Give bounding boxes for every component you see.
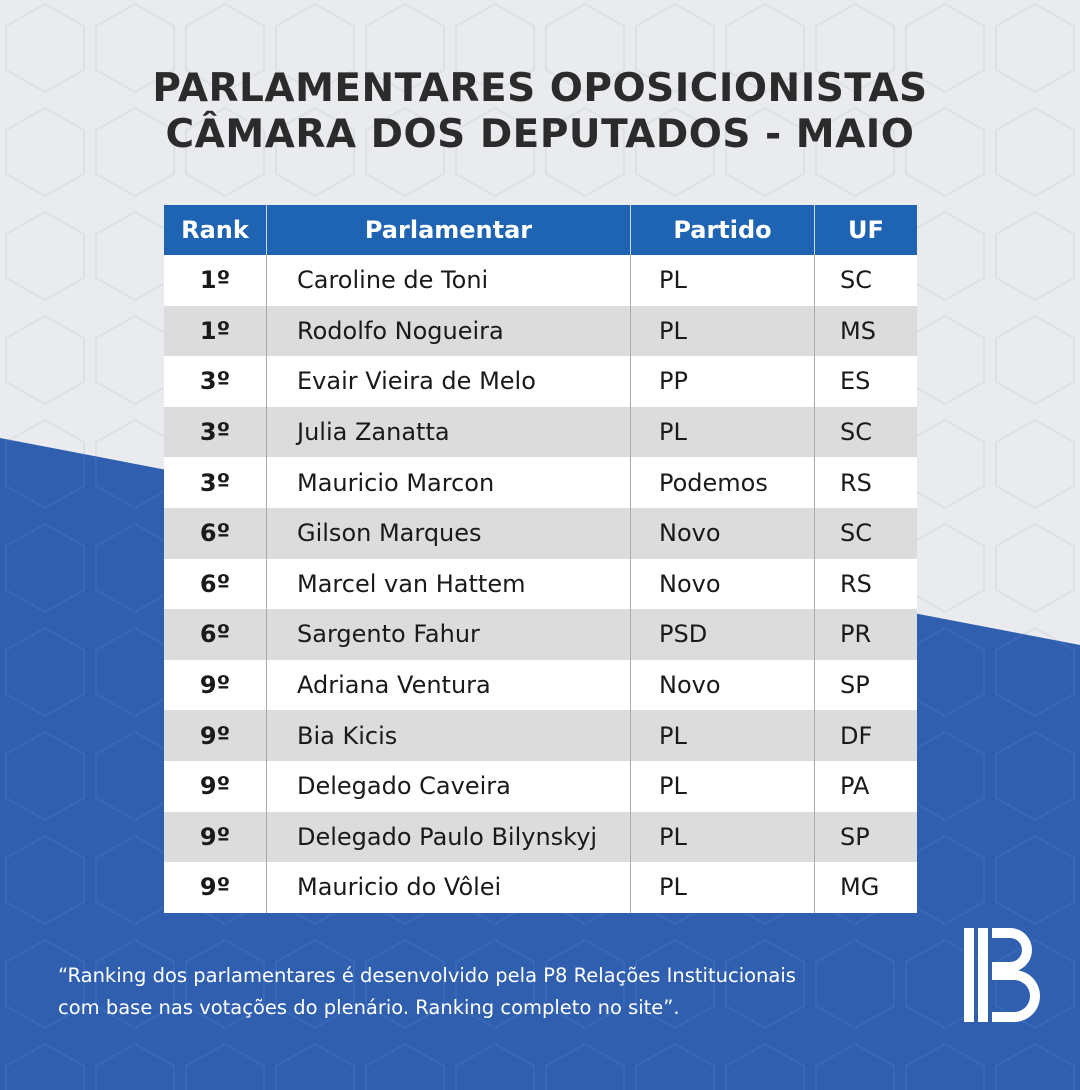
header-party: Partido: [631, 205, 815, 255]
party-cell: PL: [631, 255, 815, 306]
table-row: 6º Marcel van Hattem Novo RS: [164, 558, 917, 610]
uf-cell: RS: [840, 569, 872, 598]
table-body: 1º Caroline de Toni PL SC 1º Rodolfo Nogueira…: [164, 255, 917, 913]
footnote: “Ranking dos parlamentares é desenvolvid…: [58, 960, 898, 1024]
party-cell: Novo: [631, 558, 815, 610]
table-row: 6º Gilson Marques Novo SC: [164, 507, 917, 559]
uf-cell: PR: [840, 620, 872, 649]
name-cell: Marcel van Hattem: [267, 558, 631, 610]
name-cell: Rodolfo Nogueira: [267, 305, 631, 357]
table-row: 3º Julia Zanatta PL SC: [164, 406, 917, 458]
footnote-line-2: com base nas votações do plenário. Ranki…: [58, 996, 680, 1019]
table-row: 3º Evair Vieira de Melo PP ES: [164, 356, 917, 407]
header-name: Parlamentar: [267, 205, 631, 255]
rank-cell: 6º: [164, 609, 267, 660]
table-row: 9º Adriana Ventura Novo SP: [164, 659, 917, 711]
party-cell: PL: [631, 305, 815, 357]
title-line-2: CÂMARA DOS DEPUTADOS - MAIO: [165, 112, 915, 157]
page-title: PARLAMENTARES OPOSICIONISTAS CÂMARA DOS …: [0, 66, 1080, 158]
party-cell: PL: [631, 811, 815, 863]
party-cell: PP: [631, 356, 815, 407]
party-cell: PL: [631, 862, 815, 913]
uf-cell: MG: [840, 873, 880, 902]
name-cell: Delegado Caveira: [267, 760, 631, 812]
title-line-1: PARLAMENTARES OPOSICIONISTAS: [152, 66, 928, 111]
name-cell: Evair Vieira de Melo: [267, 356, 631, 407]
party-cell: Novo: [631, 507, 815, 559]
uf-cell: MS: [840, 316, 876, 345]
rank-cell: 1º: [164, 305, 267, 357]
table-header: Rank Parlamentar Partido UF: [164, 205, 917, 255]
table-row: 3º Mauricio Marcon Podemos RS: [164, 457, 917, 508]
table-row: 1º Caroline de Toni PL SC: [164, 255, 917, 306]
header-uf: UF: [848, 216, 884, 244]
rank-cell: 6º: [164, 507, 267, 559]
rank-cell: 3º: [164, 356, 267, 407]
party-cell: PL: [631, 406, 815, 458]
uf-cell: RS: [840, 468, 872, 497]
name-cell: Bia Kicis: [267, 710, 631, 761]
uf-cell: SP: [840, 671, 870, 700]
name-cell: Caroline de Toni: [267, 255, 631, 306]
uf-cell: SC: [840, 519, 872, 548]
footnote-line-1: “Ranking dos parlamentares é desenvolvid…: [58, 964, 796, 987]
table-row: 9º Mauricio do Vôlei PL MG: [164, 862, 917, 913]
name-cell: Delegado Paulo Bilynskyj: [267, 811, 631, 863]
uf-cell: SP: [840, 822, 870, 851]
ib-logo-icon: [964, 928, 1040, 1022]
rank-cell: 1º: [164, 255, 267, 306]
ranking-table: Rank Parlamentar Partido UF 1º Caroline d…: [164, 205, 917, 913]
name-cell: Sargento Fahur: [267, 609, 631, 660]
name-cell: Adriana Ventura: [267, 659, 631, 711]
name-cell: Mauricio do Vôlei: [267, 862, 631, 913]
uf-cell: PA: [840, 772, 870, 801]
name-cell: Mauricio Marcon: [267, 457, 631, 508]
rank-cell: 9º: [164, 862, 267, 913]
uf-cell: SC: [840, 418, 872, 447]
rank-cell: 9º: [164, 811, 267, 863]
header-rank: Rank: [164, 205, 267, 255]
table-row: 9º Bia Kicis PL DF: [164, 710, 917, 761]
rank-cell: 9º: [164, 659, 267, 711]
party-cell: PL: [631, 710, 815, 761]
uf-cell: ES: [840, 367, 871, 396]
table-row: 6º Sargento Fahur PSD PR: [164, 609, 917, 660]
party-cell: PL: [631, 760, 815, 812]
rank-cell: 6º: [164, 558, 267, 610]
uf-cell: SC: [840, 266, 872, 295]
party-cell: Podemos: [631, 457, 815, 508]
party-cell: Novo: [631, 659, 815, 711]
rank-cell: 3º: [164, 457, 267, 508]
uf-cell: DF: [840, 721, 873, 750]
rank-cell: 3º: [164, 406, 267, 458]
party-cell: PSD: [631, 609, 815, 660]
rank-cell: 9º: [164, 760, 267, 812]
name-cell: Julia Zanatta: [267, 406, 631, 458]
table-row: 1º Rodolfo Nogueira PL MS: [164, 305, 917, 357]
table-row: 9º Delegado Caveira PL PA: [164, 760, 917, 812]
rank-cell: 9º: [164, 710, 267, 761]
name-cell: Gilson Marques: [267, 507, 631, 559]
table-row: 9º Delegado Paulo Bilynskyj PL SP: [164, 811, 917, 863]
